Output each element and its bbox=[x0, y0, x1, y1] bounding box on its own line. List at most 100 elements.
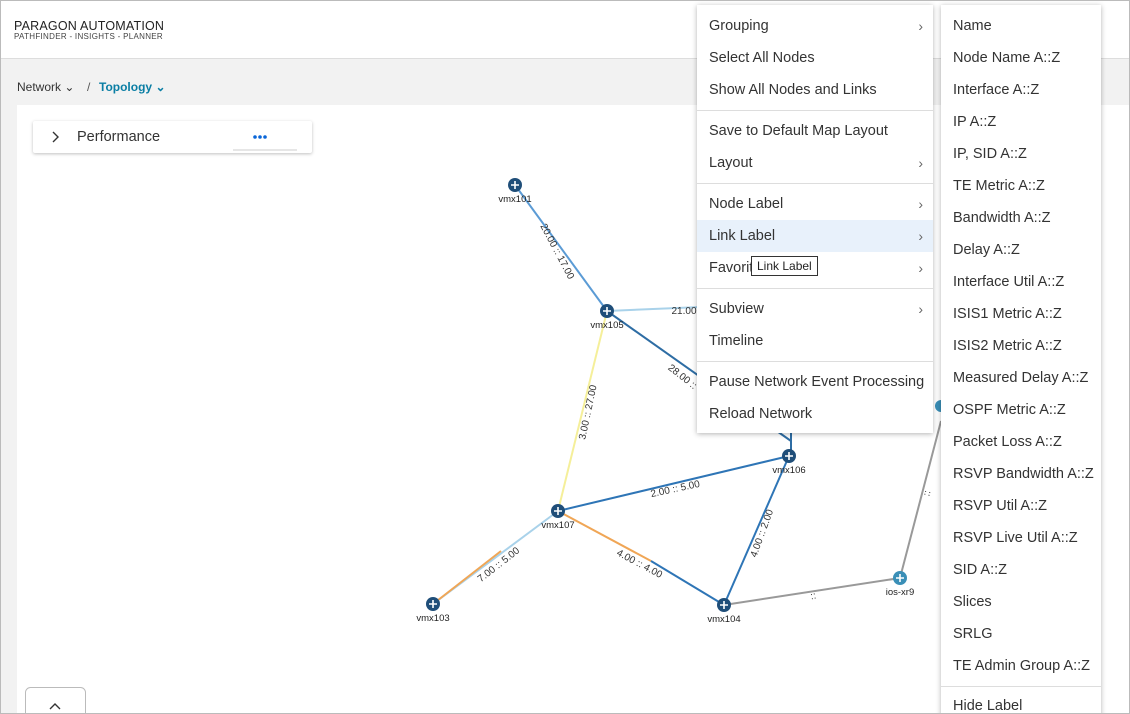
submenu-item-label[interactable]: Packet Loss A::Z bbox=[953, 434, 1062, 450]
submenu-item-label[interactable]: Node Name A::Z bbox=[953, 50, 1061, 66]
submenu-item[interactable]: Interface A::Z bbox=[941, 74, 1101, 106]
menu-item-label[interactable]: Save to Default Map Layout bbox=[709, 123, 888, 139]
submenu-item-label[interactable]: Slices bbox=[953, 594, 992, 610]
submenu-item[interactable]: OSPF Metric A::Z bbox=[941, 394, 1101, 426]
submenu-item[interactable]: Delay A::Z bbox=[941, 234, 1101, 266]
menu-separator bbox=[941, 686, 1101, 687]
submenu-item[interactable]: IP A::Z bbox=[941, 106, 1101, 138]
link-label-group: :: bbox=[809, 591, 817, 603]
node-label: ios-xr9 bbox=[886, 587, 915, 598]
link-label: :: bbox=[921, 489, 933, 497]
breadcrumb-item[interactable]: Topology ⌄ bbox=[99, 80, 166, 94]
submenu-item-label[interactable]: TE Admin Group A::Z bbox=[953, 658, 1090, 674]
submenu-item[interactable]: TE Admin Group A::Z bbox=[941, 650, 1101, 682]
link-label: 21.00 bbox=[671, 306, 696, 317]
submenu-item[interactable]: Hide Label bbox=[941, 690, 1101, 714]
submenu-item-label[interactable]: SID A::Z bbox=[953, 562, 1007, 578]
node-glyph bbox=[511, 181, 519, 189]
submenu-item[interactable]: Name bbox=[941, 10, 1101, 42]
breadcrumb-text[interactable]: Topology bbox=[99, 80, 153, 94]
node[interactable]: vmx103 bbox=[416, 597, 450, 624]
node[interactable]: vmx101 bbox=[498, 178, 532, 205]
submenu-item-label[interactable]: Interface A::Z bbox=[953, 82, 1040, 98]
menu-item[interactable]: Save to Default Map Layout bbox=[697, 115, 933, 147]
menu-item-label[interactable]: Subview bbox=[709, 301, 764, 317]
submenu-item[interactable]: ISIS2 Metric A::Z bbox=[941, 330, 1101, 362]
panel-icons bbox=[52, 131, 297, 151]
submenu-item[interactable]: Bandwidth A::Z bbox=[941, 202, 1101, 234]
link bbox=[899, 420, 942, 579]
node[interactable]: vmx104 bbox=[707, 598, 741, 625]
submenu-item-label[interactable]: SRLG bbox=[953, 626, 993, 642]
submenu-item-label[interactable]: Name bbox=[953, 18, 992, 34]
menu-item-label[interactable]: Link Label bbox=[709, 228, 776, 244]
node-glyph bbox=[429, 600, 437, 608]
submenu-item-label[interactable]: RSVP Util A::Z bbox=[953, 498, 1048, 514]
node-label: vmx103 bbox=[416, 613, 449, 624]
menu-item[interactable]: Node Label › bbox=[697, 188, 933, 220]
submenu-item[interactable]: RSVP Util A::Z bbox=[941, 490, 1101, 522]
link bbox=[650, 560, 725, 606]
node[interactable]: ios-xr9 bbox=[886, 571, 915, 598]
node-label: vmx104 bbox=[707, 614, 740, 625]
menu-item-label[interactable]: Layout bbox=[709, 155, 753, 171]
node[interactable]: vmx107 bbox=[541, 504, 575, 531]
breadcrumb-text[interactable]: Network bbox=[17, 80, 62, 94]
submenu-item-label[interactable]: TE Metric A::Z bbox=[953, 178, 1045, 194]
submenu-item-label[interactable]: Hide Label bbox=[953, 698, 1023, 714]
link bbox=[432, 550, 502, 605]
submenu-item[interactable]: IP, SID A::Z bbox=[941, 138, 1101, 170]
node[interactable]: vmx106 bbox=[772, 449, 806, 476]
submenu-item[interactable]: Measured Delay A::Z bbox=[941, 362, 1101, 394]
menu-item-label[interactable]: Node Label bbox=[709, 196, 784, 212]
submenu-item-label[interactable]: Bandwidth A::Z bbox=[953, 210, 1051, 226]
menu-item[interactable]: Link Label › bbox=[697, 220, 933, 252]
node[interactable]: vmx105 bbox=[590, 304, 624, 331]
menu-item-label[interactable]: Pause Network Event Processing bbox=[709, 374, 925, 390]
submenu-item-label[interactable]: OSPF Metric A::Z bbox=[953, 402, 1066, 418]
menu-item[interactable]: Timeline bbox=[697, 325, 933, 357]
submenu-item-label[interactable]: Delay A::Z bbox=[953, 242, 1020, 258]
menu-item-label[interactable]: Show All Nodes and Links bbox=[709, 82, 877, 98]
menu-item[interactable]: Show All Nodes and Links bbox=[697, 74, 933, 106]
submenu-item-label[interactable]: ISIS2 Metric A::Z bbox=[953, 338, 1062, 354]
menu-item-label[interactable]: Grouping bbox=[709, 18, 769, 34]
submenu-item[interactable]: Packet Loss A::Z bbox=[941, 426, 1101, 458]
submenu-item[interactable]: SRLG bbox=[941, 618, 1101, 650]
performance-panel[interactable]: Performance bbox=[33, 121, 312, 153]
menu-item[interactable]: Pause Network Event Processing bbox=[697, 366, 933, 398]
submenu-item-label[interactable]: ISIS1 Metric A::Z bbox=[953, 306, 1062, 322]
submenu-item-label[interactable]: IP A::Z bbox=[953, 114, 997, 130]
link-label: 20.00 :: 17.00 bbox=[537, 222, 576, 282]
submenu-item[interactable]: RSVP Live Util A::Z bbox=[941, 522, 1101, 554]
submenu-item-label[interactable]: Measured Delay A::Z bbox=[953, 370, 1089, 386]
submenu-item[interactable]: Slices bbox=[941, 586, 1101, 618]
menu-item-label[interactable]: Reload Network bbox=[709, 406, 813, 422]
node-glyph bbox=[603, 307, 611, 315]
submenu-item-label[interactable]: IP, SID A::Z bbox=[953, 146, 1027, 162]
menu-item[interactable]: Grouping › bbox=[697, 10, 933, 42]
submenu-item-label[interactable]: RSVP Live Util A::Z bbox=[953, 530, 1078, 546]
link-label-group: 3.00 :: 27.00 bbox=[577, 384, 599, 441]
menu-item[interactable]: Select All Nodes bbox=[697, 42, 933, 74]
submenu-item[interactable]: Node Name A::Z bbox=[941, 42, 1101, 74]
submenu-item[interactable]: SID A::Z bbox=[941, 554, 1101, 586]
tagline: PATHFINDER - INSIGHTS - PLANNER bbox=[14, 32, 164, 41]
breadcrumb-item[interactable]: Network ⌄ bbox=[17, 80, 75, 94]
menu-item-label[interactable]: Timeline bbox=[709, 333, 764, 349]
submenu-item[interactable]: ISIS1 Metric A::Z bbox=[941, 298, 1101, 330]
collapse-button[interactable] bbox=[25, 687, 87, 714]
menu-item[interactable]: Subview › bbox=[697, 293, 933, 325]
submenu-item[interactable]: TE Metric A::Z bbox=[941, 170, 1101, 202]
link-label-group: 4.00 :: 4.00 bbox=[615, 548, 665, 581]
submenu-item[interactable]: Interface Util A::Z bbox=[941, 266, 1101, 298]
submenu-item-label[interactable]: RSVP Bandwidth A::Z bbox=[953, 466, 1094, 482]
link-label: :: bbox=[809, 591, 817, 603]
menu-item[interactable]: Reload Network bbox=[697, 398, 933, 430]
submenu-item[interactable]: RSVP Bandwidth A::Z bbox=[941, 458, 1101, 490]
menu-item-label[interactable]: Select All Nodes bbox=[709, 50, 815, 66]
submenu-item-label[interactable]: Interface Util A::Z bbox=[953, 274, 1065, 290]
menu-item[interactable]: Layout › bbox=[697, 147, 933, 179]
